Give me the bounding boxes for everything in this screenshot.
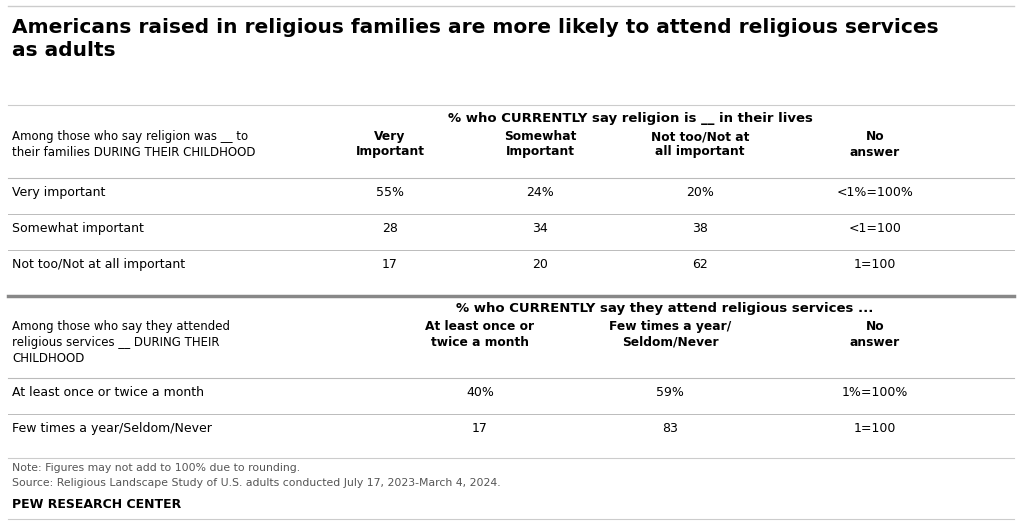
Text: At least once or twice a month: At least once or twice a month: [12, 386, 204, 399]
Text: % who CURRENTLY say they attend religious services ...: % who CURRENTLY say they attend religiou…: [456, 302, 874, 315]
Text: 20%: 20%: [686, 186, 714, 199]
Text: Very important: Very important: [12, 186, 105, 199]
Text: Few times a year/
Seldom/Never: Few times a year/ Seldom/Never: [609, 320, 731, 348]
Text: At least once or
twice a month: At least once or twice a month: [425, 320, 535, 348]
Text: Note: Figures may not add to 100% due to rounding.: Note: Figures may not add to 100% due to…: [12, 463, 300, 473]
Text: 59%: 59%: [656, 386, 684, 399]
Text: Very
Important: Very Important: [356, 130, 424, 158]
Text: 83: 83: [662, 422, 678, 435]
Text: 55%: 55%: [376, 186, 404, 199]
Text: % who CURRENTLY say religion is __ in their lives: % who CURRENTLY say religion is __ in th…: [448, 112, 812, 125]
Text: Somewhat
Important: Somewhat Important: [504, 130, 576, 158]
Text: 1=100: 1=100: [853, 258, 896, 271]
Text: PEW RESEARCH CENTER: PEW RESEARCH CENTER: [12, 498, 181, 511]
Text: Few times a year/Seldom/Never: Few times a year/Seldom/Never: [12, 422, 212, 435]
Text: <1=100: <1=100: [848, 222, 901, 235]
Text: No
answer: No answer: [850, 320, 900, 348]
Text: 1%=100%: 1%=100%: [842, 386, 909, 399]
Text: 62: 62: [692, 258, 708, 271]
Text: Not too/Not at
all important: Not too/Not at all important: [651, 130, 749, 158]
Text: No
answer: No answer: [850, 130, 900, 158]
Text: Among those who say religion was __ to
their families DURING THEIR CHILDHOOD: Among those who say religion was __ to t…: [12, 130, 256, 159]
Text: <1%=100%: <1%=100%: [837, 186, 914, 199]
Text: Somewhat important: Somewhat important: [12, 222, 144, 235]
Text: 17: 17: [472, 422, 487, 435]
Text: 1=100: 1=100: [853, 422, 896, 435]
Text: 24%: 24%: [526, 186, 554, 199]
Text: Source: Religious Landscape Study of U.S. adults conducted July 17, 2023-March 4: Source: Religious Landscape Study of U.S…: [12, 478, 501, 488]
Text: 17: 17: [382, 258, 398, 271]
Text: 40%: 40%: [466, 386, 494, 399]
Text: 20: 20: [532, 258, 548, 271]
Text: Americans raised in religious families are more likely to attend religious servi: Americans raised in religious families a…: [12, 18, 938, 60]
Text: Not too/Not at all important: Not too/Not at all important: [12, 258, 185, 271]
Text: 28: 28: [382, 222, 398, 235]
Text: 38: 38: [692, 222, 708, 235]
Text: 34: 34: [532, 222, 548, 235]
Text: Among those who say they attended
religious services __ DURING THEIR
CHILDHOOD: Among those who say they attended religi…: [12, 320, 230, 365]
